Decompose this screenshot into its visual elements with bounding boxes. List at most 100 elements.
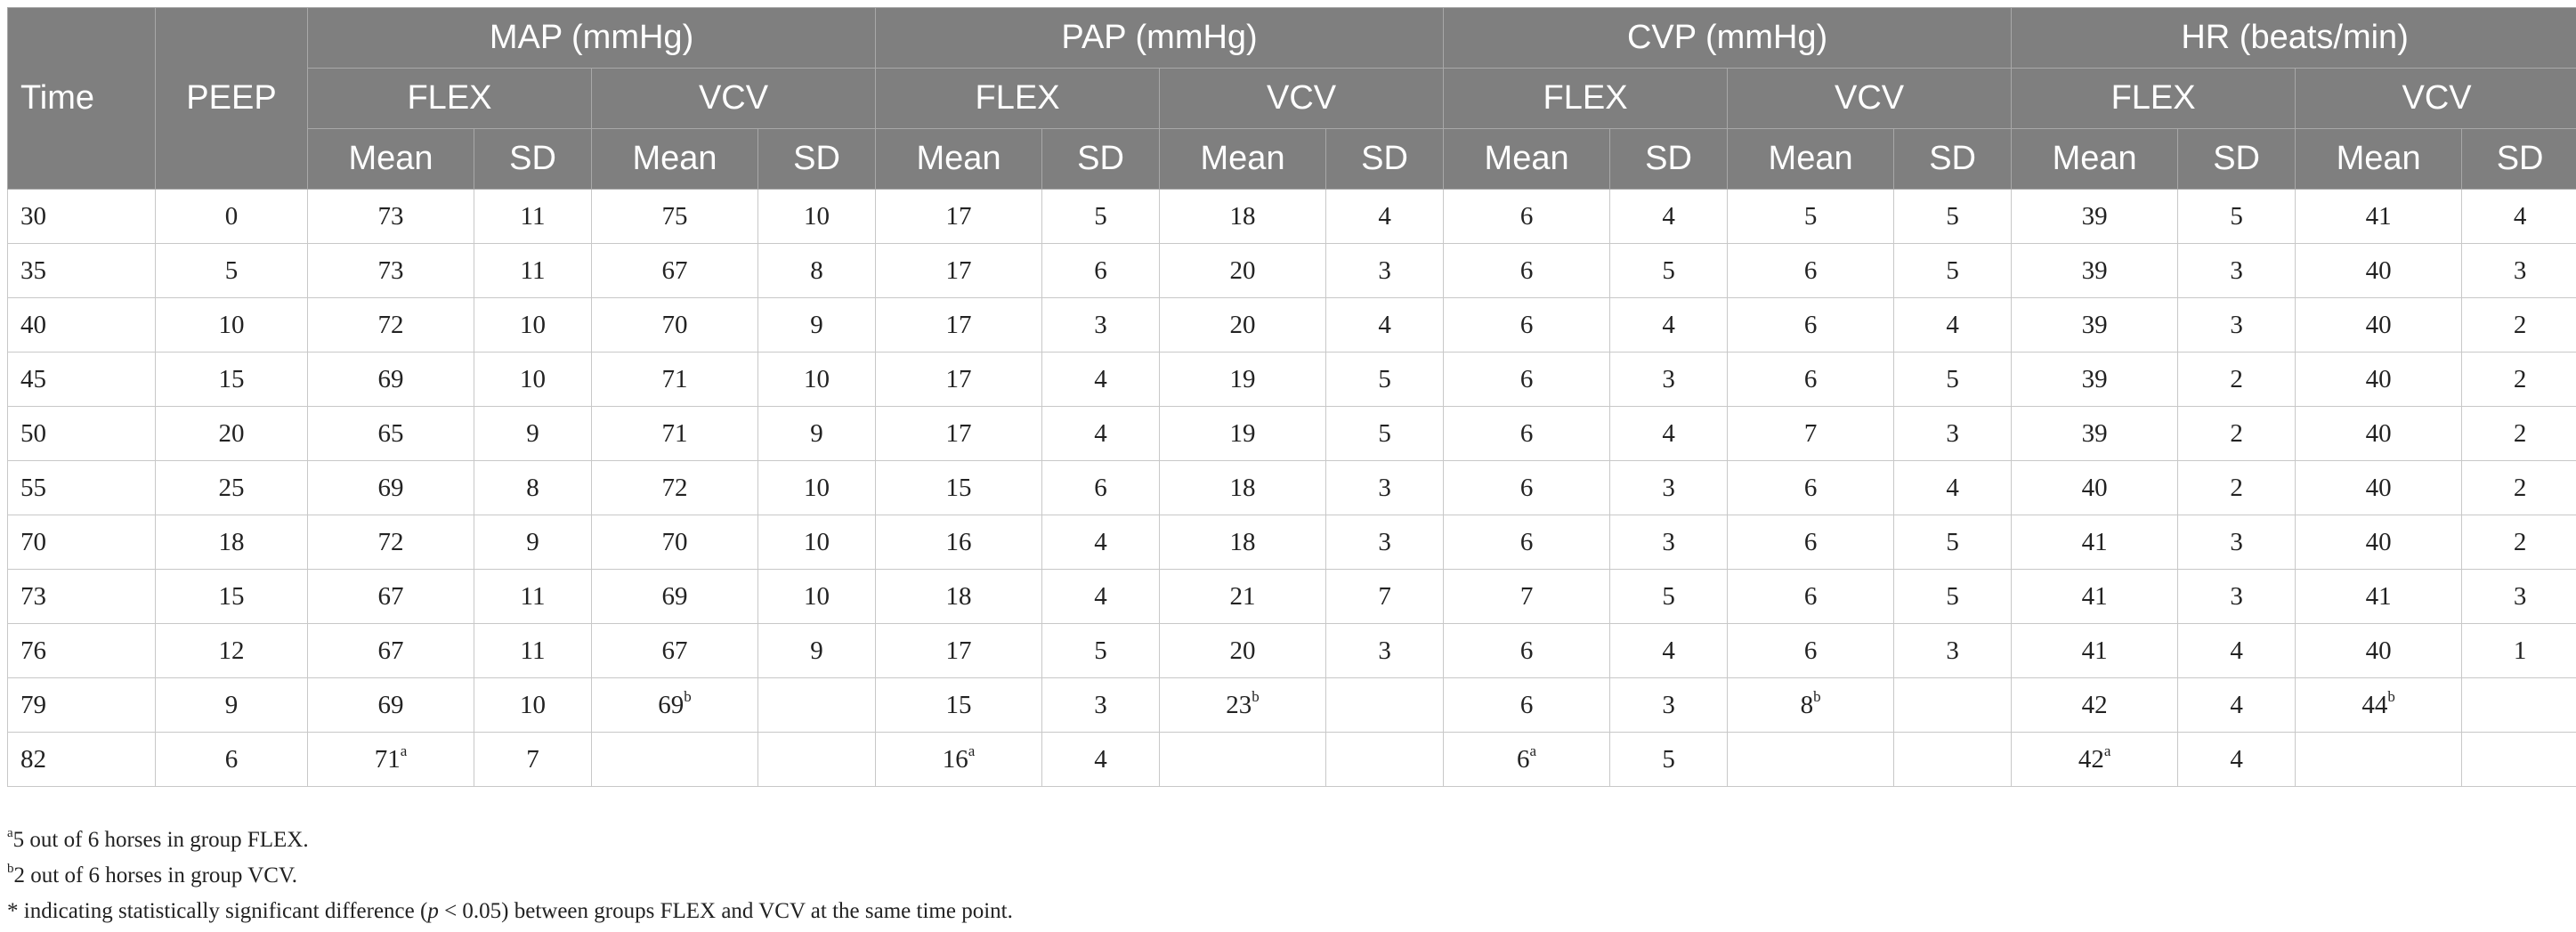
cell-pap-vcv-sd bbox=[1325, 732, 1445, 787]
cell-hr-flex-sd: 4 bbox=[2177, 623, 2297, 678]
cell-pap-vcv-mean: 21 bbox=[1159, 569, 1327, 624]
cell-value: 5 bbox=[1662, 255, 1675, 285]
cell-value: 79 bbox=[20, 690, 46, 719]
cell-map-vcv-mean: 67 bbox=[591, 623, 758, 678]
cell-value: 3 bbox=[2230, 527, 2243, 556]
cell-time: 55 bbox=[7, 460, 156, 515]
cell-value: 73 bbox=[377, 201, 404, 231]
cell-map-vcv-mean: 67 bbox=[591, 243, 758, 298]
subheader-flex: FLEX bbox=[2011, 68, 2297, 129]
cell-value: 5 bbox=[1662, 744, 1675, 774]
cell-map-flex-sd: 7 bbox=[474, 732, 592, 787]
cell-peep: 6 bbox=[155, 732, 308, 787]
cell-value: 9 bbox=[526, 418, 539, 448]
cell-value: 69 bbox=[661, 581, 688, 611]
table-row: 70 18 72 9 70 10 16 4 18 3 6 3 6 5 41 3 40 2 bbox=[7, 515, 2576, 570]
footnote-a: a5 out of 6 horses in group FLEX. bbox=[7, 823, 2569, 858]
cell-value: 4 bbox=[2230, 636, 2243, 665]
cell-cvp-vcv-mean: 5 bbox=[1727, 189, 1895, 244]
cell-pap-vcv-sd: 7 bbox=[1325, 569, 1445, 624]
cell-value: 4 bbox=[1946, 310, 1959, 339]
cell-pap-vcv-sd: 4 bbox=[1325, 189, 1445, 244]
cell-value: 67 bbox=[377, 636, 404, 665]
cell-value: 30 bbox=[20, 201, 46, 231]
cell-value: 40 bbox=[2081, 473, 2108, 502]
cell-value: 7 bbox=[1803, 418, 1818, 448]
cell-value: 10 bbox=[804, 364, 830, 393]
cell-pap-vcv-mean: 18 bbox=[1159, 515, 1327, 570]
cell-hr-vcv-sd: 3 bbox=[2461, 243, 2576, 298]
stat-sd: SD bbox=[2461, 128, 2576, 190]
cell-value: 3 bbox=[1378, 473, 1391, 502]
cell-cvp-flex-sd: 4 bbox=[1609, 297, 1729, 353]
stat-mean: Mean bbox=[1159, 128, 1327, 190]
cell-value: 72 bbox=[377, 527, 404, 556]
cell-value: 7 bbox=[526, 744, 539, 774]
cell-value: 4 bbox=[2230, 744, 2243, 774]
stat-mean: Mean bbox=[875, 128, 1043, 190]
header-map: MAP (mmHg) bbox=[306, 7, 877, 69]
cell-hr-flex-sd: 4 bbox=[2177, 732, 2297, 787]
cell-value: 5 bbox=[1378, 418, 1391, 448]
footnote-marker: a bbox=[968, 742, 976, 759]
table-header: Time PEEP MAP (mmHg) PAP (mmHg) CVP (mmH… bbox=[7, 7, 2576, 190]
stat-sd: SD bbox=[1325, 128, 1445, 190]
cell-cvp-vcv-mean: 7 bbox=[1727, 406, 1895, 461]
cell-value: 3 bbox=[2230, 581, 2243, 611]
cell-pap-flex-mean: 15 bbox=[875, 460, 1043, 515]
cell-value: 2 bbox=[2230, 473, 2243, 502]
cell-hr-vcv-mean bbox=[2295, 732, 2463, 787]
cell-map-flex-sd: 10 bbox=[474, 352, 592, 407]
cell-time: 30 bbox=[7, 189, 156, 244]
cell-value: 3 bbox=[1094, 690, 1107, 719]
cell-pap-flex-mean: 16 bbox=[875, 515, 1043, 570]
cell-value: 15 bbox=[218, 581, 245, 611]
cell-value: 4 bbox=[1094, 527, 1107, 556]
cell-hr-vcv-mean: 40 bbox=[2295, 243, 2463, 298]
cell-value: 20 bbox=[1229, 310, 1256, 339]
cell-map-vcv-mean: 71 bbox=[591, 352, 758, 407]
cell-map-flex-mean: 72 bbox=[307, 515, 474, 570]
cell-time: 76 bbox=[7, 623, 156, 678]
cell-value: 3 bbox=[1662, 473, 1675, 502]
cell-value: 10 bbox=[804, 581, 830, 611]
cell-value: 10 bbox=[804, 473, 830, 502]
cell-value: 40 bbox=[2365, 310, 2392, 339]
cell-value: 3 bbox=[1378, 527, 1391, 556]
cell-pap-flex-sd: 6 bbox=[1041, 243, 1161, 298]
stat-sd: SD bbox=[757, 128, 877, 190]
cell-pap-vcv-sd: 5 bbox=[1325, 352, 1445, 407]
cell-peep: 10 bbox=[155, 297, 308, 353]
cell-peep: 15 bbox=[155, 569, 308, 624]
cell-hr-vcv-mean: 41 bbox=[2295, 569, 2463, 624]
cell-value: 6 bbox=[1519, 364, 1534, 393]
subheader-flex: FLEX bbox=[1443, 68, 1729, 129]
cell-hr-vcv-mean: 41 bbox=[2295, 189, 2463, 244]
cell-value: 2 bbox=[2230, 418, 2243, 448]
cell-map-flex-sd: 11 bbox=[474, 243, 592, 298]
cell-value: 4 bbox=[1662, 636, 1675, 665]
cell-hr-vcv-mean: 44b bbox=[2295, 677, 2463, 733]
cell-pap-flex-mean: 17 bbox=[875, 189, 1043, 244]
cell-cvp-flex-sd: 3 bbox=[1609, 677, 1729, 733]
cell-value: 2 bbox=[2513, 364, 2527, 393]
stat-mean: Mean bbox=[307, 128, 474, 190]
cell-value: 50 bbox=[20, 418, 46, 448]
cell-value: 7 bbox=[1378, 581, 1391, 611]
cell-value: 15 bbox=[218, 364, 245, 393]
cell-value: 16 bbox=[945, 527, 972, 556]
cell-value: 4 bbox=[2230, 690, 2243, 719]
cell-value: 9 bbox=[810, 310, 823, 339]
cell-value: 82 bbox=[20, 744, 46, 774]
footnote-significance-post: < 0.05) between groups FLEX and VCV at t… bbox=[438, 899, 1013, 923]
cell-value: 4 bbox=[1946, 473, 1959, 502]
cell-time: 45 bbox=[7, 352, 156, 407]
cell-map-vcv-sd: 9 bbox=[757, 623, 877, 678]
table-row: 55 25 69 8 72 10 15 6 18 3 6 3 6 4 40 2 40 2 bbox=[7, 460, 2576, 515]
cell-value: 67 bbox=[661, 255, 688, 285]
cell-map-flex-sd: 11 bbox=[474, 569, 592, 624]
cell-map-vcv-sd: 9 bbox=[757, 297, 877, 353]
subheader-vcv: VCV bbox=[2295, 68, 2576, 129]
cell-time: 70 bbox=[7, 515, 156, 570]
cell-hr-vcv-sd: 2 bbox=[2461, 460, 2576, 515]
